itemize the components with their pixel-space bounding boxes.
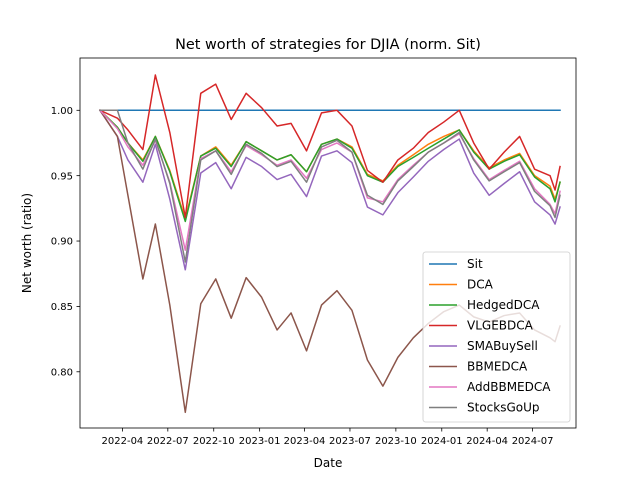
series-line-vlgebdca bbox=[98, 74, 561, 219]
y-tick-label: 1.00 bbox=[51, 106, 73, 117]
legend-label-dca: DCA bbox=[467, 278, 494, 292]
series-line-addbbmedca bbox=[98, 109, 561, 251]
legend-label-addbbmedca: AddBBMEDCA bbox=[467, 380, 551, 394]
y-tick-label: 0.85 bbox=[51, 302, 73, 313]
x-tick-label: 2023-01 bbox=[239, 436, 281, 447]
x-tick-label: 2022-07 bbox=[147, 436, 189, 447]
chart-title: Net worth of strategies for DJIA (norm. … bbox=[175, 37, 481, 53]
y-axis-ticks: 0.80 0.85 0.90 0.95 1.00 bbox=[51, 106, 80, 378]
legend-label-sit: Sit bbox=[467, 257, 483, 271]
y-tick-label: 0.95 bbox=[51, 171, 73, 182]
x-tick-label: 2023-07 bbox=[329, 436, 371, 447]
legend: Sit DCA HedgedDCA VLGEBDCA SMABuySell BBMEDCA… bbox=[422, 251, 571, 423]
x-axis-ticks: 2022-04 2022-07 2022-10 2023-01 2023-04 2023-… bbox=[102, 428, 554, 447]
y-tick-label: 0.90 bbox=[51, 237, 73, 248]
series-line-hedgeddca bbox=[98, 109, 561, 223]
series-line-smabuysell bbox=[98, 109, 561, 271]
legend-box bbox=[422, 251, 571, 423]
y-axis-label: Net worth (ratio) bbox=[20, 193, 34, 293]
x-tick-label: 2023-10 bbox=[375, 436, 417, 447]
legend-label-stocksgoup: StocksGoUp bbox=[467, 401, 540, 415]
x-tick-label: 2022-10 bbox=[193, 436, 235, 447]
axes-frame bbox=[79, 57, 577, 429]
x-axis-label: Date bbox=[314, 456, 343, 470]
y-tick-label: 0.80 bbox=[51, 367, 73, 378]
legend-label-bbmedca: BBMEDCA bbox=[467, 360, 528, 374]
legend-label-vlgebdca: VLGEBDCA bbox=[467, 319, 534, 333]
legend-label-hedgeddca: HedgedDCA bbox=[467, 298, 540, 312]
x-tick-label: 2024-04 bbox=[466, 436, 508, 447]
x-tick-label: 2024-07 bbox=[512, 436, 554, 447]
series-line-stocksgoup bbox=[99, 109, 561, 263]
x-tick-label: 2024-01 bbox=[421, 436, 463, 447]
x-tick-label: 2023-04 bbox=[284, 436, 326, 447]
x-tick-label: 2022-04 bbox=[102, 436, 144, 447]
legend-label-smabuysell: SMABuySell bbox=[467, 339, 538, 353]
